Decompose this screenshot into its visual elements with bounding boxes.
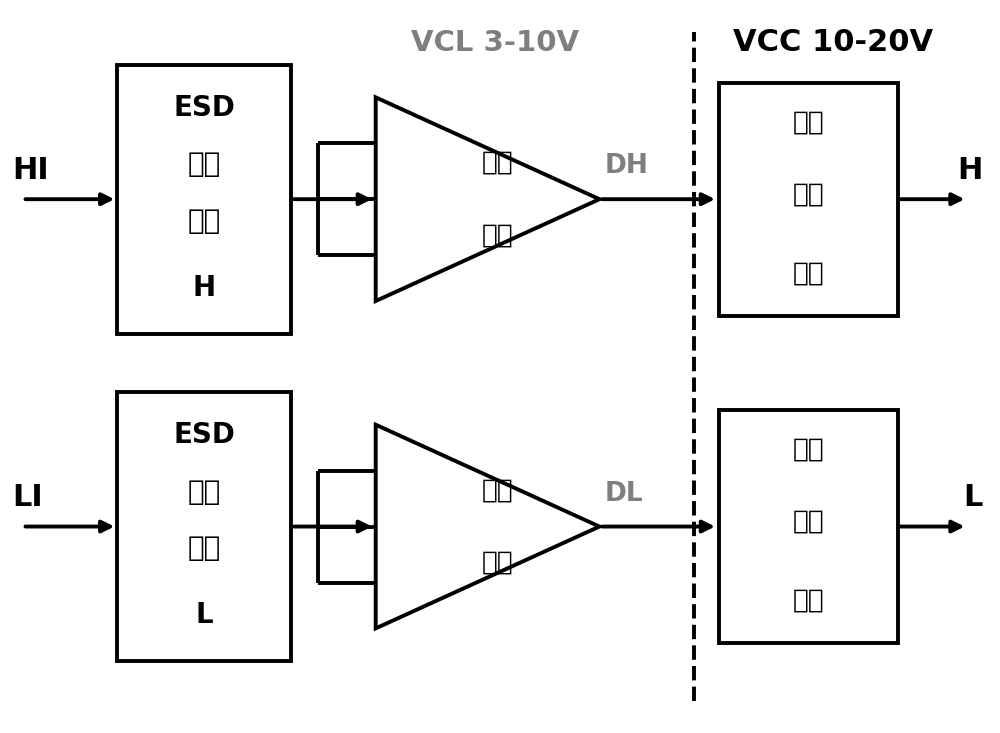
Bar	[719, 83, 898, 316]
Text: HI: HI	[13, 155, 49, 185]
Text: 保护: 保护	[188, 150, 221, 178]
Text: 中压: 中压	[792, 109, 824, 136]
Text: L: L	[963, 483, 982, 512]
Text: LI: LI	[13, 483, 43, 512]
Text: 保护: 保护	[188, 477, 221, 506]
Text: 电平: 电平	[792, 182, 824, 207]
Text: 电平: 电平	[792, 509, 824, 535]
Text: ESD: ESD	[173, 94, 235, 122]
Text: ESD: ESD	[173, 421, 235, 449]
Text: L: L	[195, 601, 213, 630]
Text: 电平: 电平	[482, 150, 513, 176]
Text: 判别: 判别	[482, 550, 513, 576]
Bar	[117, 65, 291, 334]
Text: DH: DH	[604, 153, 648, 180]
Text: 电路: 电路	[188, 534, 221, 562]
Text: 电路: 电路	[188, 207, 221, 235]
Text: 电平: 电平	[482, 477, 513, 503]
Bar	[117, 392, 291, 661]
Text: VCC 10-20V: VCC 10-20V	[733, 29, 933, 57]
Text: VCL 3-10V: VCL 3-10V	[411, 29, 579, 56]
Text: H: H	[193, 274, 216, 302]
Text: 中压: 中压	[792, 437, 824, 463]
Text: 移位: 移位	[792, 588, 824, 614]
Text: 移位: 移位	[792, 261, 824, 287]
Bar	[719, 410, 898, 643]
Text: 判别: 判别	[482, 223, 513, 248]
Text: DL: DL	[604, 481, 643, 507]
Text: H: H	[957, 155, 982, 185]
